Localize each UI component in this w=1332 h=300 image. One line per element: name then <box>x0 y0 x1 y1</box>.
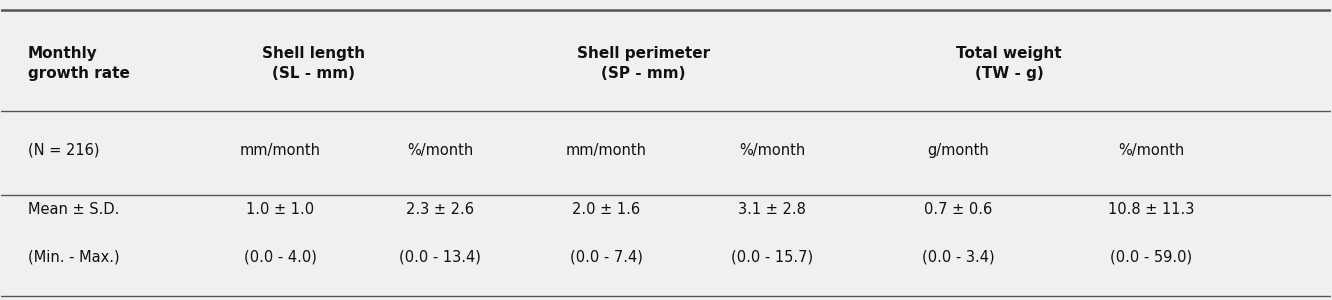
Text: 1.0 ± 1.0: 1.0 ± 1.0 <box>246 202 314 217</box>
Text: Shell perimeter
(SP - mm): Shell perimeter (SP - mm) <box>577 46 710 81</box>
Text: 3.1 ± 2.8: 3.1 ± 2.8 <box>738 202 806 217</box>
Text: (0.0 - 13.4): (0.0 - 13.4) <box>400 250 481 265</box>
Text: mm/month: mm/month <box>566 142 646 158</box>
Text: mm/month: mm/month <box>240 142 321 158</box>
Text: 0.7 ± 0.6: 0.7 ± 0.6 <box>924 202 992 217</box>
Text: (0.0 - 7.4): (0.0 - 7.4) <box>570 250 642 265</box>
Text: Monthly
growth rate: Monthly growth rate <box>28 46 129 81</box>
Text: (0.0 - 4.0): (0.0 - 4.0) <box>244 250 317 265</box>
Text: Mean ± S.D.: Mean ± S.D. <box>28 202 120 217</box>
Text: (0.0 - 15.7): (0.0 - 15.7) <box>731 250 814 265</box>
Text: Total weight
(TW - g): Total weight (TW - g) <box>956 46 1062 81</box>
Text: %/month: %/month <box>1118 142 1184 158</box>
Text: (0.0 - 59.0): (0.0 - 59.0) <box>1110 250 1192 265</box>
Text: 2.0 ± 1.6: 2.0 ± 1.6 <box>573 202 641 217</box>
Text: (0.0 - 3.4): (0.0 - 3.4) <box>922 250 995 265</box>
Text: 10.8 ± 11.3: 10.8 ± 11.3 <box>1108 202 1195 217</box>
Text: %/month: %/month <box>739 142 806 158</box>
Text: (Min. - Max.): (Min. - Max.) <box>28 250 120 265</box>
Text: Shell length
(SL - mm): Shell length (SL - mm) <box>262 46 365 81</box>
Text: (N = 216): (N = 216) <box>28 142 100 158</box>
Text: %/month: %/month <box>406 142 473 158</box>
Text: 2.3 ± 2.6: 2.3 ± 2.6 <box>406 202 474 217</box>
Text: g/month: g/month <box>927 142 990 158</box>
